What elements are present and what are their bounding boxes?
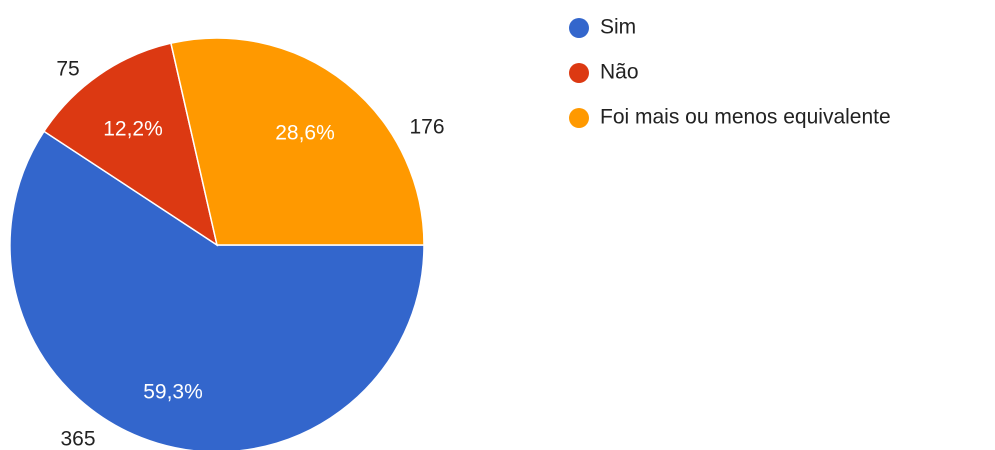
pie-slice (170, 37, 425, 246)
count-label: 176 (409, 116, 444, 139)
legend-label: Foi mais ou menos equivalente (600, 106, 891, 129)
legend-swatch (569, 108, 589, 128)
percent-label: 12,2% (103, 118, 163, 141)
count-label: 365 (60, 428, 95, 450)
legend-label: Sim (600, 16, 636, 39)
percent-label: 28,6% (275, 122, 335, 145)
count-label: 75 (56, 58, 79, 81)
legend-swatch (569, 63, 589, 83)
pie-slice (9, 130, 425, 450)
legend-swatch (569, 18, 589, 38)
pie-slice (42, 42, 219, 247)
legend-label: Não (600, 61, 639, 84)
percent-label: 59,3% (143, 381, 203, 404)
